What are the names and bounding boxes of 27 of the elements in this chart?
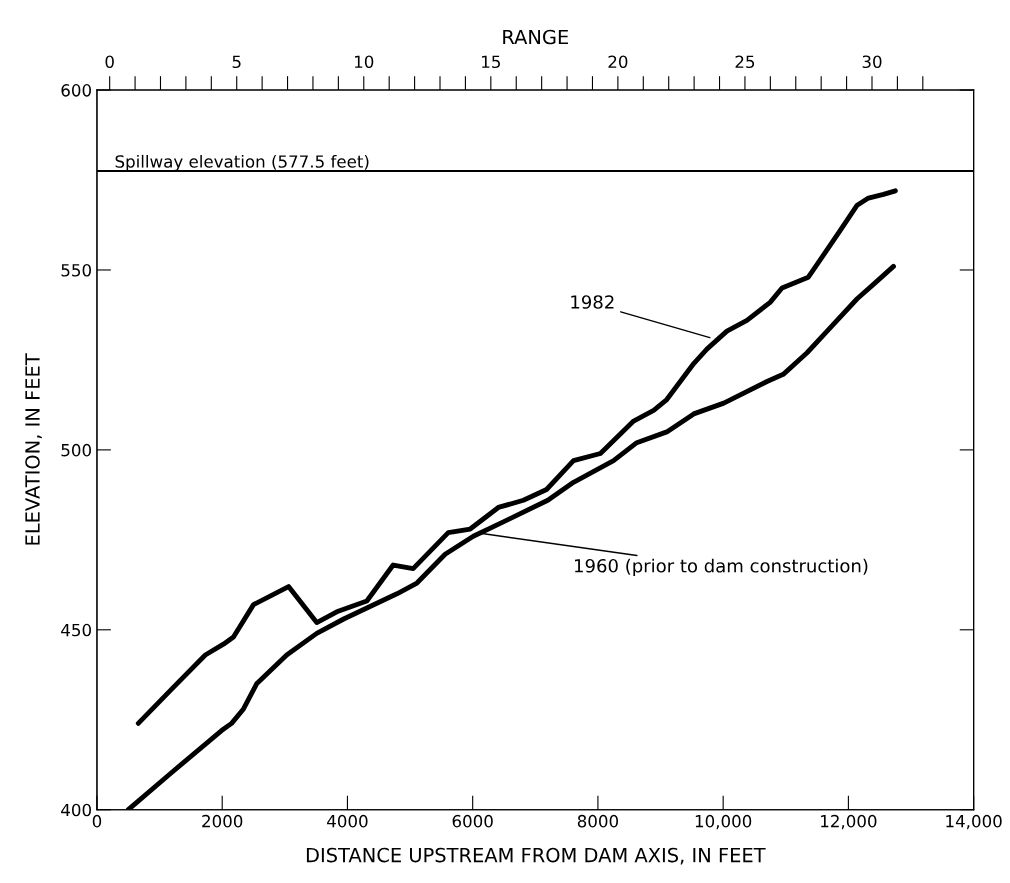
- x2-axis-title: RANGE: [503, 29, 569, 45]
- y-axis-title: ELEVATION, IN FEET: [25, 353, 42, 545]
- annotation: 1982: [571, 295, 614, 309]
- y-tick-label: 600: [61, 84, 91, 97]
- x-tick-label: 6000: [452, 814, 493, 828]
- y-tick-label: 500: [61, 443, 91, 457]
- x-tick-label: 12,000: [821, 814, 877, 830]
- x2-tick-label: 10: [355, 55, 374, 69]
- ref-line-label: Spillway elevation (577.5 feet): [115, 154, 369, 172]
- y-tick-label: 400: [61, 803, 91, 817]
- x2-tick-label: 5: [232, 55, 241, 69]
- x-tick-label: 8000: [577, 814, 619, 828]
- x2-tick-label: 20: [608, 55, 628, 69]
- y-tick-label: 450: [61, 623, 91, 637]
- x2-tick-label: 30: [862, 55, 882, 69]
- x-tick-label: 14,000: [946, 814, 1002, 830]
- x2-tick-label: 15: [482, 55, 500, 69]
- annotation: 1960 (prior to dam construction): [575, 558, 868, 577]
- y-tick-label: 550: [61, 263, 91, 277]
- line-series: [135, 188, 898, 726]
- x2-tick-label: 0: [105, 55, 114, 69]
- x-tick-label: 4000: [327, 814, 368, 828]
- x-axis-title: DISTANCE UPSTREAM FROM DAM AXIS, IN FEET: [306, 847, 766, 865]
- x-tick-label: 10,000: [695, 814, 752, 830]
- x2-tick-label: 25: [735, 55, 755, 69]
- x-tick-label: 2000: [202, 814, 243, 828]
- x-tick-label: 0: [92, 814, 102, 828]
